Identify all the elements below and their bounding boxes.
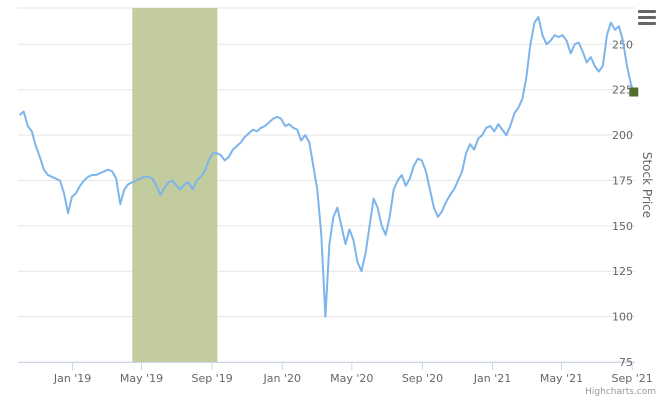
y-tick-label: 150 xyxy=(612,220,633,233)
x-tick-label: May '19 xyxy=(120,372,163,385)
x-tick-label: May '21 xyxy=(540,372,583,385)
credits[interactable]: Highcharts.com xyxy=(585,387,656,397)
x-tick-label: Sep '21 xyxy=(612,372,653,385)
x-tick-label: Jan '21 xyxy=(473,372,511,385)
y-tick-label: 225 xyxy=(612,84,633,97)
x-tick-label: May '20 xyxy=(330,372,373,385)
y-axis: 75 100 125 150 175 200 225 250 xyxy=(612,38,633,369)
grid-lines xyxy=(18,7,635,363)
y-tick-label: 75 xyxy=(619,356,633,369)
price-series xyxy=(19,16,639,318)
x-tick-label: Jan '20 xyxy=(263,372,301,385)
y-tick-label: 125 xyxy=(612,265,633,278)
y-axis-title: Stock Price xyxy=(640,152,654,218)
y-tick-label: 200 xyxy=(612,129,633,142)
last-price-marker xyxy=(629,87,639,97)
x-tick-label: Jan '19 xyxy=(53,372,91,385)
price-line xyxy=(19,16,635,318)
x-tick-label: Sep '19 xyxy=(192,372,233,385)
hamburger-menu-icon[interactable] xyxy=(638,10,656,26)
x-tick-label: Sep '20 xyxy=(402,372,443,385)
y-tick-label: 100 xyxy=(612,311,633,324)
x-axis: Jan '19 May '19 Sep '19 Jan '20 May '20 Sep '… xyxy=(18,362,653,385)
y-tick-label: 250 xyxy=(612,38,633,51)
y-tick-label: 175 xyxy=(612,174,633,187)
